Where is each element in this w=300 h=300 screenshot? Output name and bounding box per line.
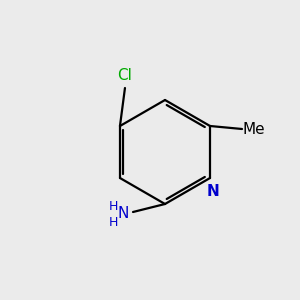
Text: H: H [108, 200, 118, 214]
Text: Me: Me [243, 122, 265, 136]
Text: Cl: Cl [118, 68, 132, 83]
Text: N: N [117, 206, 129, 221]
Text: N: N [207, 184, 219, 199]
Text: H: H [108, 217, 118, 230]
